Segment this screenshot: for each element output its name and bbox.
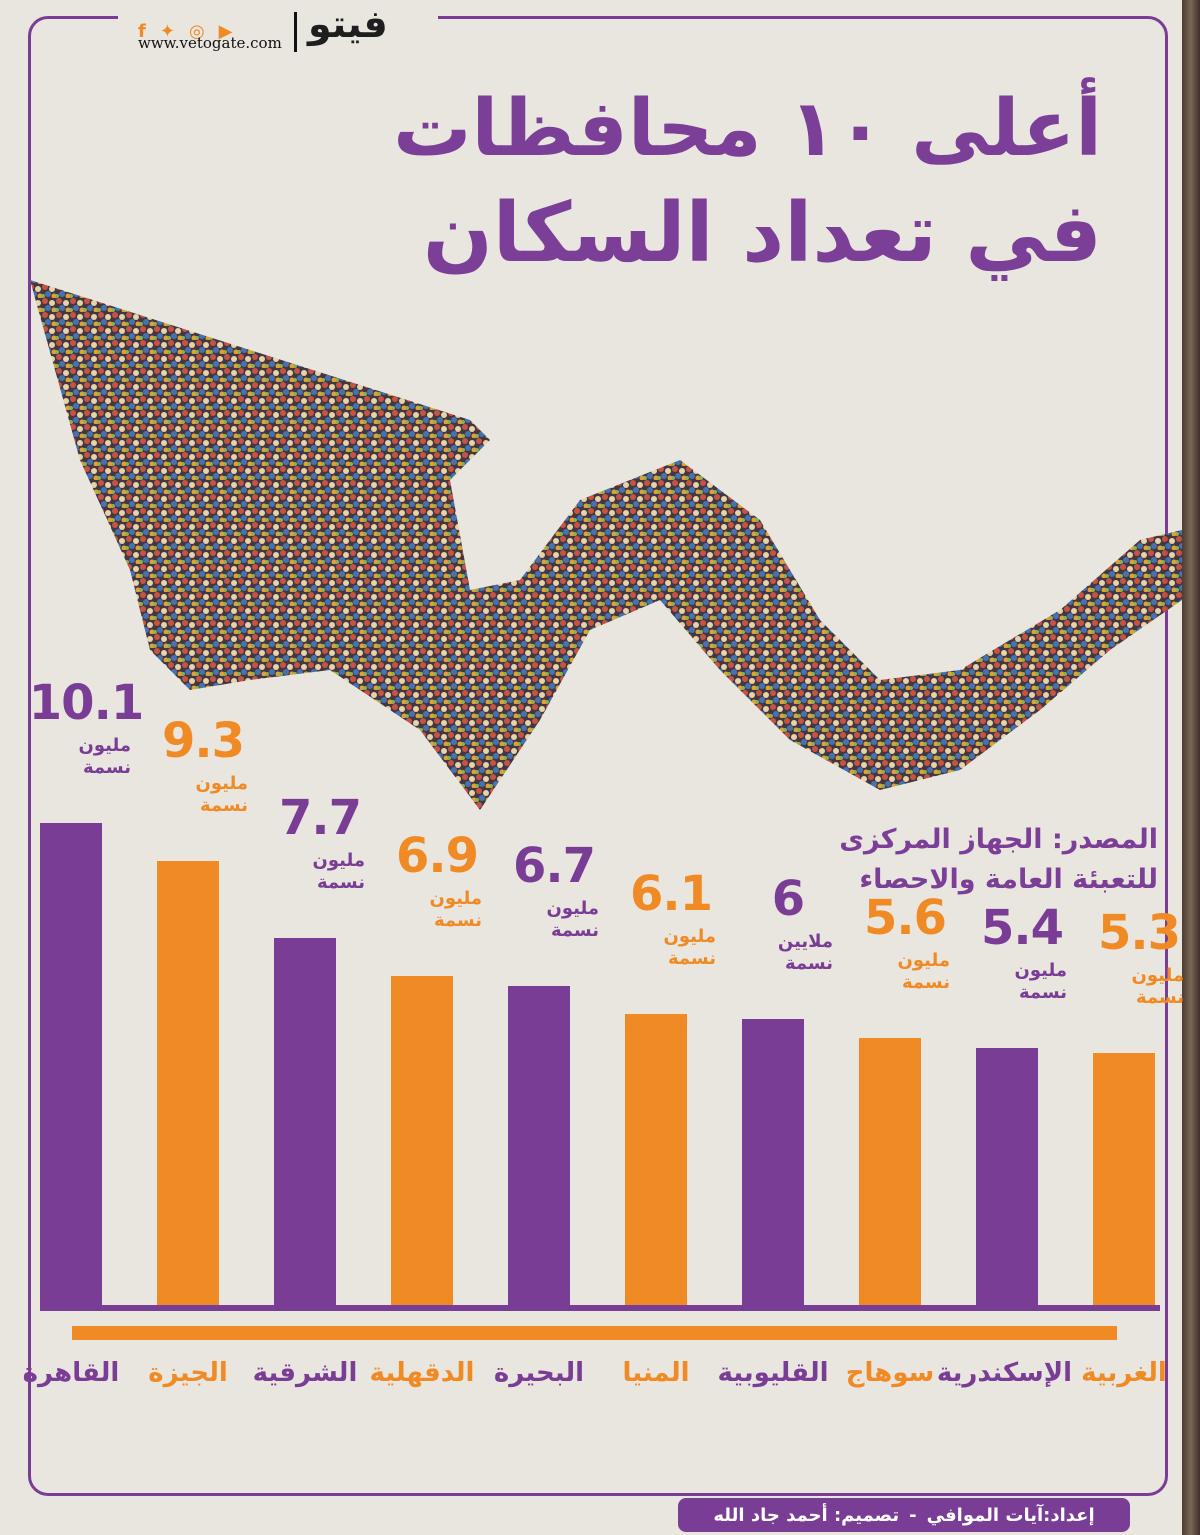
unit-line2: نسمة bbox=[433, 910, 482, 932]
unit-label-8: مليون نسمة bbox=[850, 950, 951, 994]
category-label-3: الشرقية bbox=[252, 1358, 358, 1388]
value-label-2: 9.3 bbox=[161, 713, 245, 770]
unit-label-6: مليون نسمة bbox=[616, 926, 717, 970]
unit-line1: مليون bbox=[1131, 964, 1185, 986]
chart-baseline bbox=[40, 1305, 1160, 1311]
bar-7 bbox=[742, 1019, 804, 1306]
unit-line1: مليون bbox=[429, 888, 483, 910]
category-label-2: الجيزة bbox=[148, 1358, 228, 1388]
border-frame bbox=[28, 16, 1168, 1496]
value-label-9: 5.4 bbox=[980, 899, 1064, 956]
unit-line2: نسمة bbox=[199, 795, 248, 817]
category-label-9: الإسكندرية bbox=[936, 1358, 1072, 1388]
unit-line1: مليون bbox=[78, 735, 132, 756]
bar-3 bbox=[274, 937, 336, 1306]
bar-6 bbox=[625, 1014, 687, 1306]
category-label-4: الدقهلية bbox=[369, 1358, 475, 1388]
unit-label-3: مليون نسمة bbox=[265, 849, 366, 894]
unit-line2: نسمة bbox=[901, 972, 950, 994]
source-note: المصدر: الجهاز المركزى للتعبئة العامة وا… bbox=[778, 820, 1158, 900]
bar-4 bbox=[391, 976, 453, 1306]
category-label-5: البحيرة bbox=[493, 1358, 585, 1388]
credit-bar: إعداد:آيات الموافي - تصميم: أحمد جاد الل… bbox=[678, 1498, 1130, 1532]
twitter-icon[interactable]: ✦ bbox=[159, 20, 175, 42]
bar-8 bbox=[859, 1038, 921, 1306]
source-line1: المصدر: الجهاز المركزى bbox=[839, 824, 1158, 855]
value-label-10: 5.3 bbox=[1097, 904, 1181, 961]
unit-line2: نسمة bbox=[784, 953, 833, 975]
unit-line2: نسمة bbox=[316, 871, 365, 893]
unit-line2: نسمة bbox=[1018, 981, 1067, 1003]
unit-label-2: مليون نسمة bbox=[148, 773, 249, 817]
logo: فيتو bbox=[308, 2, 388, 46]
unit-line1: مليون bbox=[1014, 959, 1068, 981]
unit-label-5: مليون نسمة bbox=[499, 897, 600, 942]
youtube-icon[interactable]: ▶ bbox=[218, 20, 233, 42]
unit-line2: نسمة bbox=[82, 757, 131, 778]
instagram-icon[interactable]: ◎ bbox=[188, 20, 205, 42]
facebook-icon[interactable]: f bbox=[138, 20, 146, 42]
unit-line2: نسمة bbox=[550, 919, 599, 941]
source-line2: للتعبئة العامة والاحصاء bbox=[859, 864, 1158, 895]
unit-label-7: ملايين نسمة bbox=[733, 931, 833, 975]
unit-line1: مليون bbox=[312, 849, 366, 871]
bar-1 bbox=[40, 823, 102, 1306]
bar-10 bbox=[1093, 1052, 1155, 1306]
value-label-1: 10.1 bbox=[28, 675, 144, 731]
unit-line1: مليون bbox=[663, 926, 717, 948]
unit-label-1: مليون نسمة bbox=[31, 735, 132, 779]
value-label-6: 6.1 bbox=[629, 866, 713, 923]
unit-line2: نسمة bbox=[667, 948, 716, 970]
credit-separator: - bbox=[909, 1504, 917, 1526]
unit-label-9: مليون نسمة bbox=[967, 959, 1068, 1004]
header-divider bbox=[294, 12, 297, 52]
bar-2 bbox=[157, 861, 219, 1306]
category-label-8: سوهاج bbox=[845, 1358, 935, 1388]
bar-5 bbox=[508, 985, 570, 1306]
category-divider-line bbox=[72, 1326, 1117, 1340]
unit-line1: مليون bbox=[195, 773, 249, 795]
unit-line1: مليون bbox=[897, 950, 951, 972]
credit-prepared: إعداد:آيات الموافي bbox=[926, 1504, 1095, 1526]
value-label-4: 6.9 bbox=[395, 828, 479, 885]
category-label-10: الغربية bbox=[1081, 1358, 1167, 1388]
edge-texture bbox=[1182, 0, 1200, 1535]
category-label-7: القليوبية bbox=[717, 1358, 829, 1388]
header-bar: f ✦ ◎ ▶ bbox=[118, 0, 438, 58]
value-label-3: 7.7 bbox=[278, 789, 362, 846]
unit-label-4: مليون نسمة bbox=[382, 888, 483, 932]
value-label-7: 6 bbox=[771, 871, 805, 928]
credit-design: تصميم: أحمد جاد الله bbox=[713, 1504, 900, 1526]
unit-line2: نسمة bbox=[1135, 986, 1184, 1008]
social-icons: f ✦ ◎ ▶ bbox=[118, 17, 233, 42]
unit-line1: مليون bbox=[546, 897, 600, 919]
page-title-line1: أعلى ١٠ محافظات bbox=[393, 84, 1102, 174]
value-label-8: 5.6 bbox=[863, 890, 947, 947]
category-label-1: القاهرة bbox=[22, 1358, 120, 1388]
site-url[interactable]: www.vetogate.com bbox=[138, 34, 282, 52]
crowd-arrow-illustration bbox=[30, 280, 1182, 810]
value-label-5: 6.7 bbox=[512, 837, 596, 894]
page-title-line2: في تعداد السكان bbox=[422, 186, 1102, 281]
category-label-6: المنيا bbox=[622, 1358, 690, 1388]
unit-label-10: مليون نسمة bbox=[1084, 964, 1185, 1009]
unit-line1: ملايين bbox=[777, 931, 833, 953]
bar-9 bbox=[976, 1047, 1038, 1306]
